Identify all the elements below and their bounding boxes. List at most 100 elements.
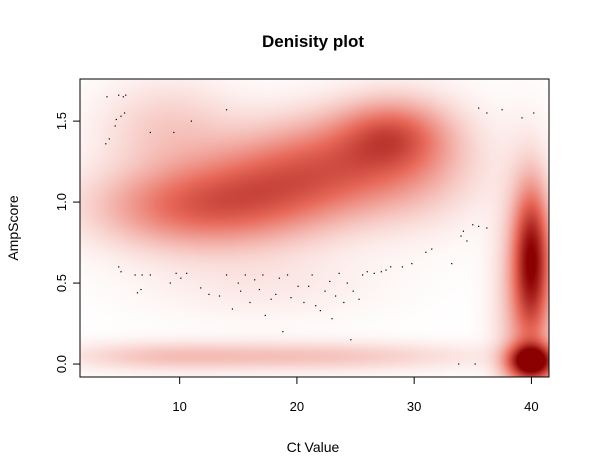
- data-point-1: [105, 143, 107, 145]
- data-point-44: [262, 274, 264, 276]
- data-point-13: [225, 109, 228, 111]
- data-point-28: [140, 288, 142, 291]
- data-point-38: [237, 282, 239, 284]
- data-point-27: [136, 292, 139, 294]
- data-point-25: [141, 274, 143, 276]
- data-point-65: [350, 339, 352, 341]
- x-tick-label-20: 20: [290, 399, 304, 414]
- data-point-47: [275, 293, 277, 296]
- data-point-11: [173, 131, 175, 134]
- data-point-66: [352, 290, 354, 292]
- data-point-56: [315, 305, 317, 307]
- data-point-46: [270, 298, 272, 300]
- data-point-68: [361, 274, 364, 276]
- data-point-31: [180, 277, 182, 279]
- data-point-6: [122, 96, 124, 98]
- y-tick-label-1.5: 1.5: [54, 112, 69, 130]
- data-point-24: [134, 274, 136, 276]
- data-point-19: [462, 230, 465, 232]
- data-point-77: [431, 248, 433, 250]
- data-point-29: [169, 282, 171, 284]
- data-point-57: [319, 309, 321, 312]
- data-point-3: [114, 125, 116, 127]
- data-point-21: [486, 227, 488, 229]
- data-point-50: [286, 274, 289, 276]
- x-tick-label-40: 40: [524, 399, 538, 414]
- data-point-43: [258, 288, 260, 291]
- plot-area: [79, 78, 550, 378]
- data-point-40: [244, 274, 246, 276]
- data-point-41: [249, 301, 251, 304]
- data-point-73: [390, 266, 392, 268]
- data-point-2: [108, 138, 110, 140]
- plot-frame: [79, 78, 550, 378]
- data-point-0: [106, 96, 108, 98]
- data-point-12: [190, 120, 192, 122]
- data-point-20: [472, 224, 474, 226]
- x-axis-label: Ct Value: [287, 439, 340, 455]
- data-point-53: [303, 301, 305, 304]
- data-point-17: [521, 117, 523, 119]
- data-point-5: [118, 94, 120, 96]
- data-point-71: [380, 271, 382, 273]
- data-point-9: [120, 115, 122, 117]
- data-point-10: [149, 131, 151, 134]
- data-point-45: [264, 314, 266, 317]
- data-point-35: [218, 295, 221, 297]
- data-point-33: [200, 287, 202, 289]
- data-point-63: [343, 301, 345, 304]
- data-point-42: [254, 279, 256, 281]
- data-point-34: [208, 293, 210, 296]
- data-point-8: [123, 112, 126, 114]
- data-point-76: [425, 251, 427, 253]
- data-point-54: [308, 285, 310, 287]
- data-point-16: [501, 109, 503, 111]
- data-point-23: [120, 271, 122, 273]
- y-axis-label: AmpScore: [5, 195, 21, 261]
- data-point-52: [297, 285, 299, 287]
- data-point-67: [358, 298, 360, 300]
- data-point-32: [186, 272, 188, 274]
- x-tick-label-10: 10: [172, 399, 186, 414]
- data-point-39: [240, 290, 242, 292]
- density-surface: [80, 79, 549, 377]
- data-point-74: [401, 266, 404, 268]
- data-point-61: [335, 295, 337, 297]
- data-point-36: [225, 274, 228, 276]
- data-point-78: [451, 263, 453, 265]
- y-tick-label-1: 1.0: [54, 193, 69, 211]
- data-point-15: [486, 112, 488, 114]
- scatter-points: [105, 94, 535, 365]
- data-point-81: [478, 225, 480, 227]
- data-point-70: [373, 272, 375, 274]
- data-point-62: [338, 272, 340, 274]
- data-point-55: [311, 274, 313, 276]
- data-point-49: [282, 331, 284, 333]
- data-point-22: [118, 266, 120, 268]
- data-point-60: [331, 318, 333, 320]
- y-tick-label-0.5: 0.5: [54, 274, 69, 292]
- data-point-75: [411, 263, 413, 265]
- data-point-30: [175, 272, 177, 274]
- x-axis: 10 20 30 40: [172, 377, 539, 414]
- chart-title: Denisity plot: [262, 32, 364, 51]
- data-point-51: [290, 297, 292, 299]
- data-point-18: [533, 112, 535, 114]
- data-point-26: [149, 274, 151, 276]
- data-point-4: [115, 118, 117, 121]
- y-tick-label-0: 0.0: [54, 355, 69, 373]
- data-point-64: [346, 282, 348, 284]
- data-point-80: [466, 240, 468, 242]
- data-point-59: [329, 280, 331, 283]
- data-point-58: [324, 290, 326, 292]
- data-point-79: [460, 235, 462, 237]
- data-point-83: [474, 363, 476, 365]
- y-axis: 0.0 0.5 1.0 1.5: [54, 112, 80, 373]
- data-point-7: [125, 94, 127, 96]
- data-point-48: [278, 277, 280, 279]
- x-tick-label-30: 30: [407, 399, 421, 414]
- data-point-72: [385, 269, 387, 271]
- data-point-82: [458, 363, 460, 365]
- data-point-69: [366, 271, 368, 273]
